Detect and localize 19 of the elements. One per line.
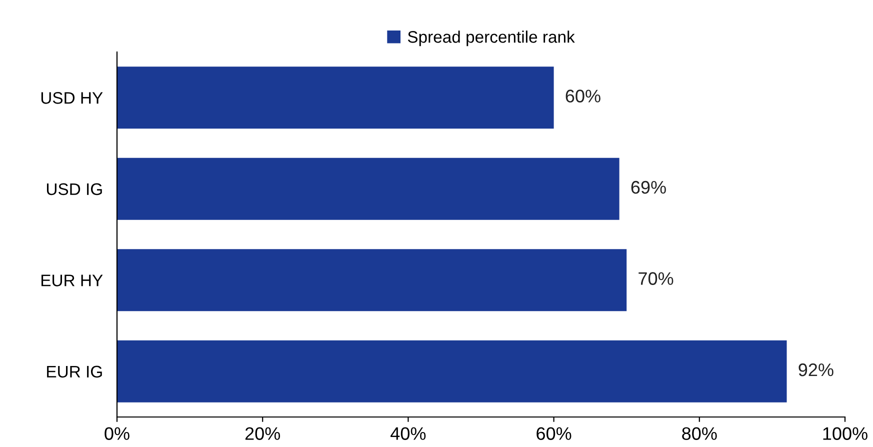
x-tick-label: 0%	[104, 427, 130, 440]
y-tick-label: USD IG	[46, 183, 102, 196]
data-label: 70%	[638, 272, 674, 285]
x-tick-label: 20%	[245, 427, 280, 440]
x-tick-label: 40%	[390, 427, 426, 440]
x-tick-label: 80%	[682, 427, 717, 440]
bar	[117, 158, 620, 220]
y-tick-label: EUR HY	[42, 274, 103, 286]
data-label: 69%	[631, 180, 666, 194]
x-tick-label: 60%	[536, 427, 572, 440]
bar	[117, 66, 554, 129]
bar	[117, 340, 787, 402]
bar	[117, 249, 627, 312]
y-tick-label: USD HY	[41, 92, 103, 104]
data-label: 60%	[566, 90, 600, 102]
y-tick-label: EUR IG	[47, 366, 102, 378]
legend-label: Spread percentile rank	[408, 30, 575, 46]
x-tick-label: 100%	[823, 427, 868, 440]
data-label: 92%	[798, 363, 834, 376]
